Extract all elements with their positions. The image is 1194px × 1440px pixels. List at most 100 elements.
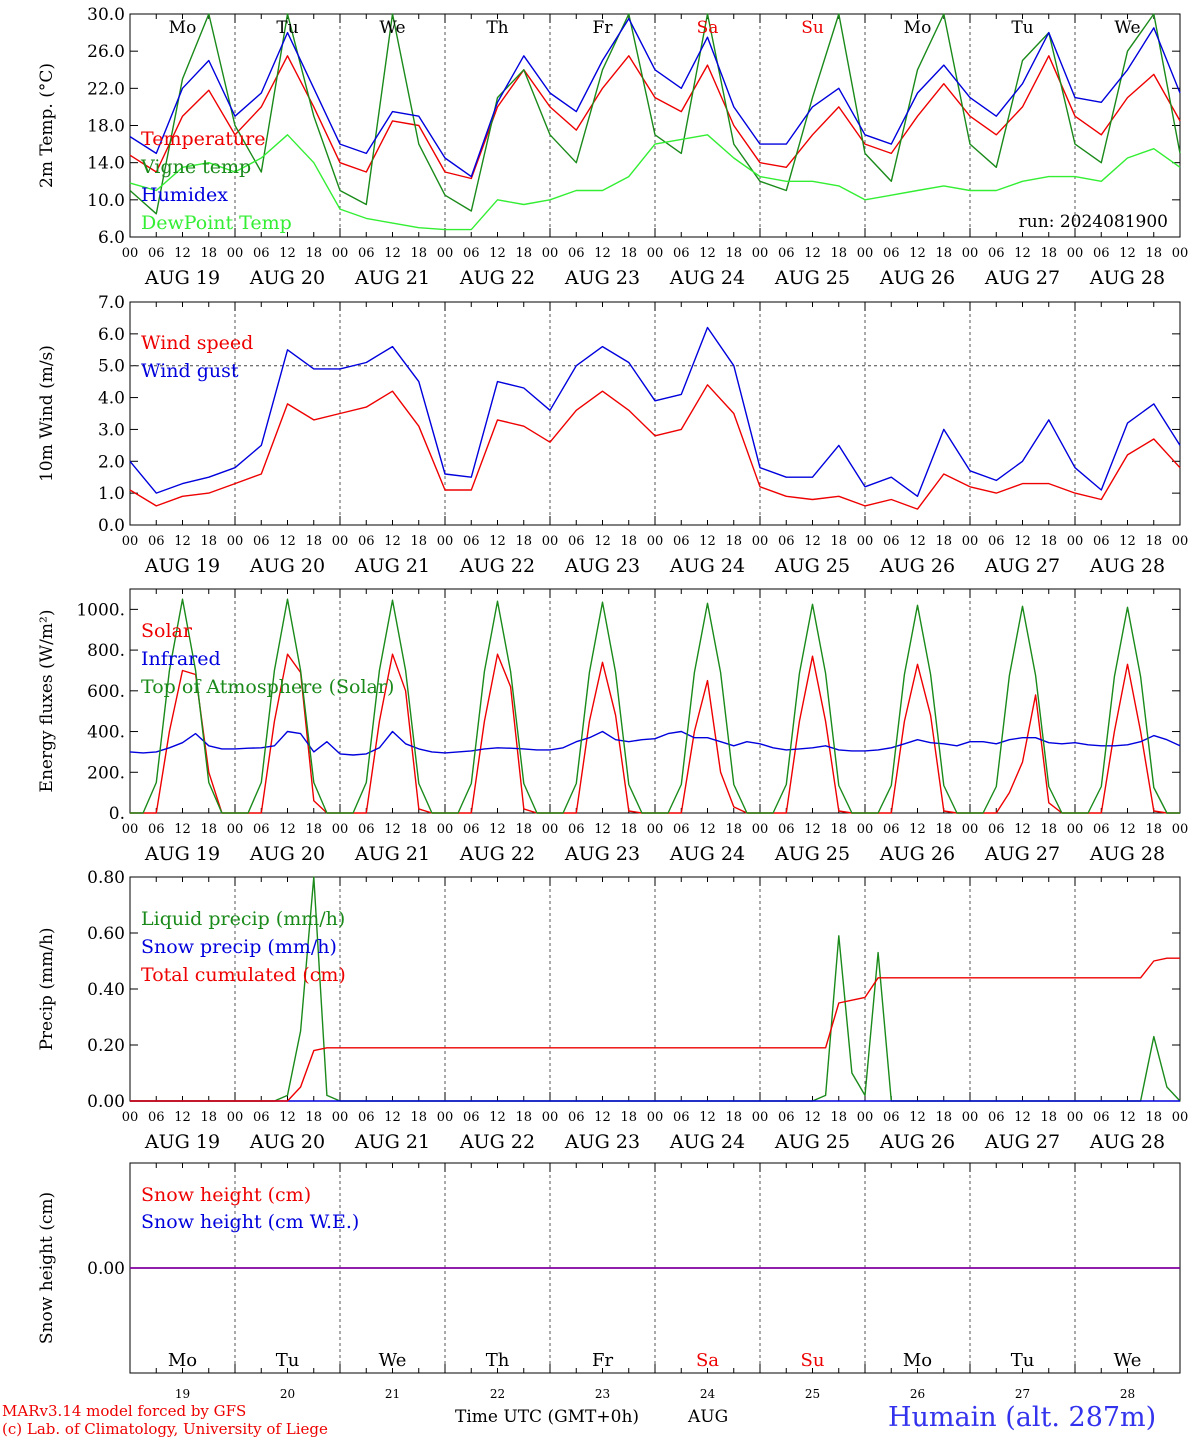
hour-tick-label: 00 (962, 822, 979, 837)
date-label: AUG 26 (879, 1131, 955, 1153)
series-red-line (129, 384, 1181, 510)
legend-entry: Snow precip (mm/h) (141, 936, 337, 958)
y-tick-label: 600. (87, 682, 125, 702)
hour-tick-label: 06 (1093, 534, 1110, 549)
hour-tick-label: 12 (699, 534, 716, 549)
hour-tick-label: 00 (1067, 534, 1084, 549)
hour-tick-label: 06 (358, 1110, 375, 1125)
hour-tick-label: 18 (305, 1110, 322, 1125)
hour-tick-label: 12 (1119, 822, 1136, 837)
hour-tick-label: 00 (542, 822, 559, 837)
hour-tick-label: 06 (988, 246, 1005, 261)
y-tick-label: 200. (87, 763, 125, 783)
hour-tick-label: 18 (620, 1110, 637, 1125)
hour-tick-label: 12 (1014, 246, 1031, 261)
hour-tick-label: 06 (883, 534, 900, 549)
y-tick-label: 26.0 (87, 42, 125, 62)
day-of-week-label: Th (486, 1350, 510, 1371)
series-green-line (130, 598, 1180, 814)
y-tick-label: 0.60 (87, 924, 125, 944)
date-label: AUG 20 (249, 1131, 325, 1153)
day-of-week-label: We (1114, 18, 1140, 38)
date-label: AUG 28 (1089, 267, 1165, 289)
date-label: AUG 19 (144, 555, 220, 577)
hour-tick-label: 06 (568, 246, 585, 261)
hour-tick-label: 06 (883, 1110, 900, 1125)
y-tick-label: 0.80 (87, 868, 125, 888)
date-label: AUG 25 (774, 1131, 850, 1153)
day-of-week-label: Mo (168, 1350, 197, 1371)
day-of-week-label: We (1114, 1350, 1142, 1371)
model-credit: MARv3.14 model forced by GFS (2, 1402, 247, 1420)
date-label: AUG 28 (1089, 843, 1165, 865)
hour-tick-label: 00 (647, 1110, 664, 1125)
series-lightgreen-line (129, 134, 1181, 231)
hour-tick-label: 06 (1093, 246, 1110, 261)
legend-entry: Solar (141, 620, 193, 642)
hour-tick-label: 00 (437, 246, 454, 261)
hour-tick-label: 12 (1014, 822, 1031, 837)
panel-temp: 6.0 10.0 14.0 18.0 22.0 26.0 30.0 2m Temp. (°C)… (37, 5, 1188, 289)
y-tick-label: 5.0 (98, 357, 125, 377)
hour-tick-label: 06 (358, 822, 375, 837)
hour-tick-label: 00 (962, 1110, 979, 1125)
hour-tick-label: 00 (542, 246, 559, 261)
month-label: AUG (688, 1407, 729, 1427)
hour-tick-label: 06 (463, 1110, 480, 1125)
hour-tick-label: 06 (1093, 1110, 1110, 1125)
hour-tick-label: 06 (148, 534, 165, 549)
day-of-week-label: Tu (1011, 1350, 1035, 1371)
date-label: AUG 27 (984, 555, 1060, 577)
hour-tick-label: 00 (857, 822, 874, 837)
day-number-label: 24 (700, 1387, 716, 1401)
hour-tick-label: 18 (515, 534, 532, 549)
hour-tick-label: 18 (1145, 246, 1162, 261)
hour-tick-label: 12 (699, 1110, 716, 1125)
date-label: AUG 21 (354, 843, 430, 865)
hour-tick-label: 18 (935, 534, 952, 549)
hour-tick-label: 00 (1172, 822, 1189, 837)
series-red-line (129, 55, 1181, 180)
x-axis-title: Time UTC (GMT+0h) (455, 1407, 640, 1427)
day-of-week-label: Sa (697, 18, 719, 38)
hour-tick-label: 00 (857, 246, 874, 261)
hour-tick-label: 06 (148, 246, 165, 261)
hour-tick-label: 18 (305, 822, 322, 837)
legend-entry: Total cumulated (cm) (141, 964, 346, 986)
date-label: AUG 20 (249, 843, 325, 865)
date-label: AUG 22 (459, 555, 535, 577)
hour-tick-label: 06 (253, 534, 270, 549)
hour-tick-label: 12 (489, 534, 506, 549)
y-tick-label: 0.0 (98, 516, 125, 536)
date-label: AUG 21 (354, 267, 430, 289)
hour-tick-label: 18 (830, 246, 847, 261)
hour-tick-label: 12 (594, 534, 611, 549)
hour-tick-label: 12 (174, 534, 191, 549)
day-of-week-label: Tu (1011, 18, 1033, 38)
hour-tick-label: 06 (568, 1110, 585, 1125)
hour-tick-label: 06 (778, 534, 795, 549)
hour-tick-label: 12 (279, 534, 296, 549)
hour-tick-label: 18 (305, 246, 322, 261)
series-blue-line (129, 326, 1181, 497)
hour-tick-label: 06 (463, 534, 480, 549)
hour-tick-label: 12 (384, 822, 401, 837)
hour-tick-label: 12 (909, 246, 926, 261)
date-label: AUG 20 (249, 555, 325, 577)
hour-tick-label: 18 (935, 822, 952, 837)
hour-tick-label: 12 (174, 246, 191, 261)
hour-tick-label: 00 (227, 822, 244, 837)
hour-tick-label: 12 (279, 246, 296, 261)
hour-tick-label: 18 (935, 246, 952, 261)
date-label: AUG 24 (669, 843, 745, 865)
hour-tick-label: 06 (358, 534, 375, 549)
hour-tick-label: 12 (174, 1110, 191, 1125)
legend-entry: Temperature (141, 128, 265, 150)
y-tick-label: 14.0 (87, 154, 125, 174)
hour-tick-label: 12 (489, 1110, 506, 1125)
hour-tick-label: 12 (594, 822, 611, 837)
y-tick-label: 6.0 (98, 325, 125, 345)
hour-tick-label: 06 (673, 1110, 690, 1125)
y-tick-label: 800. (87, 641, 125, 661)
hour-tick-label: 12 (804, 534, 821, 549)
